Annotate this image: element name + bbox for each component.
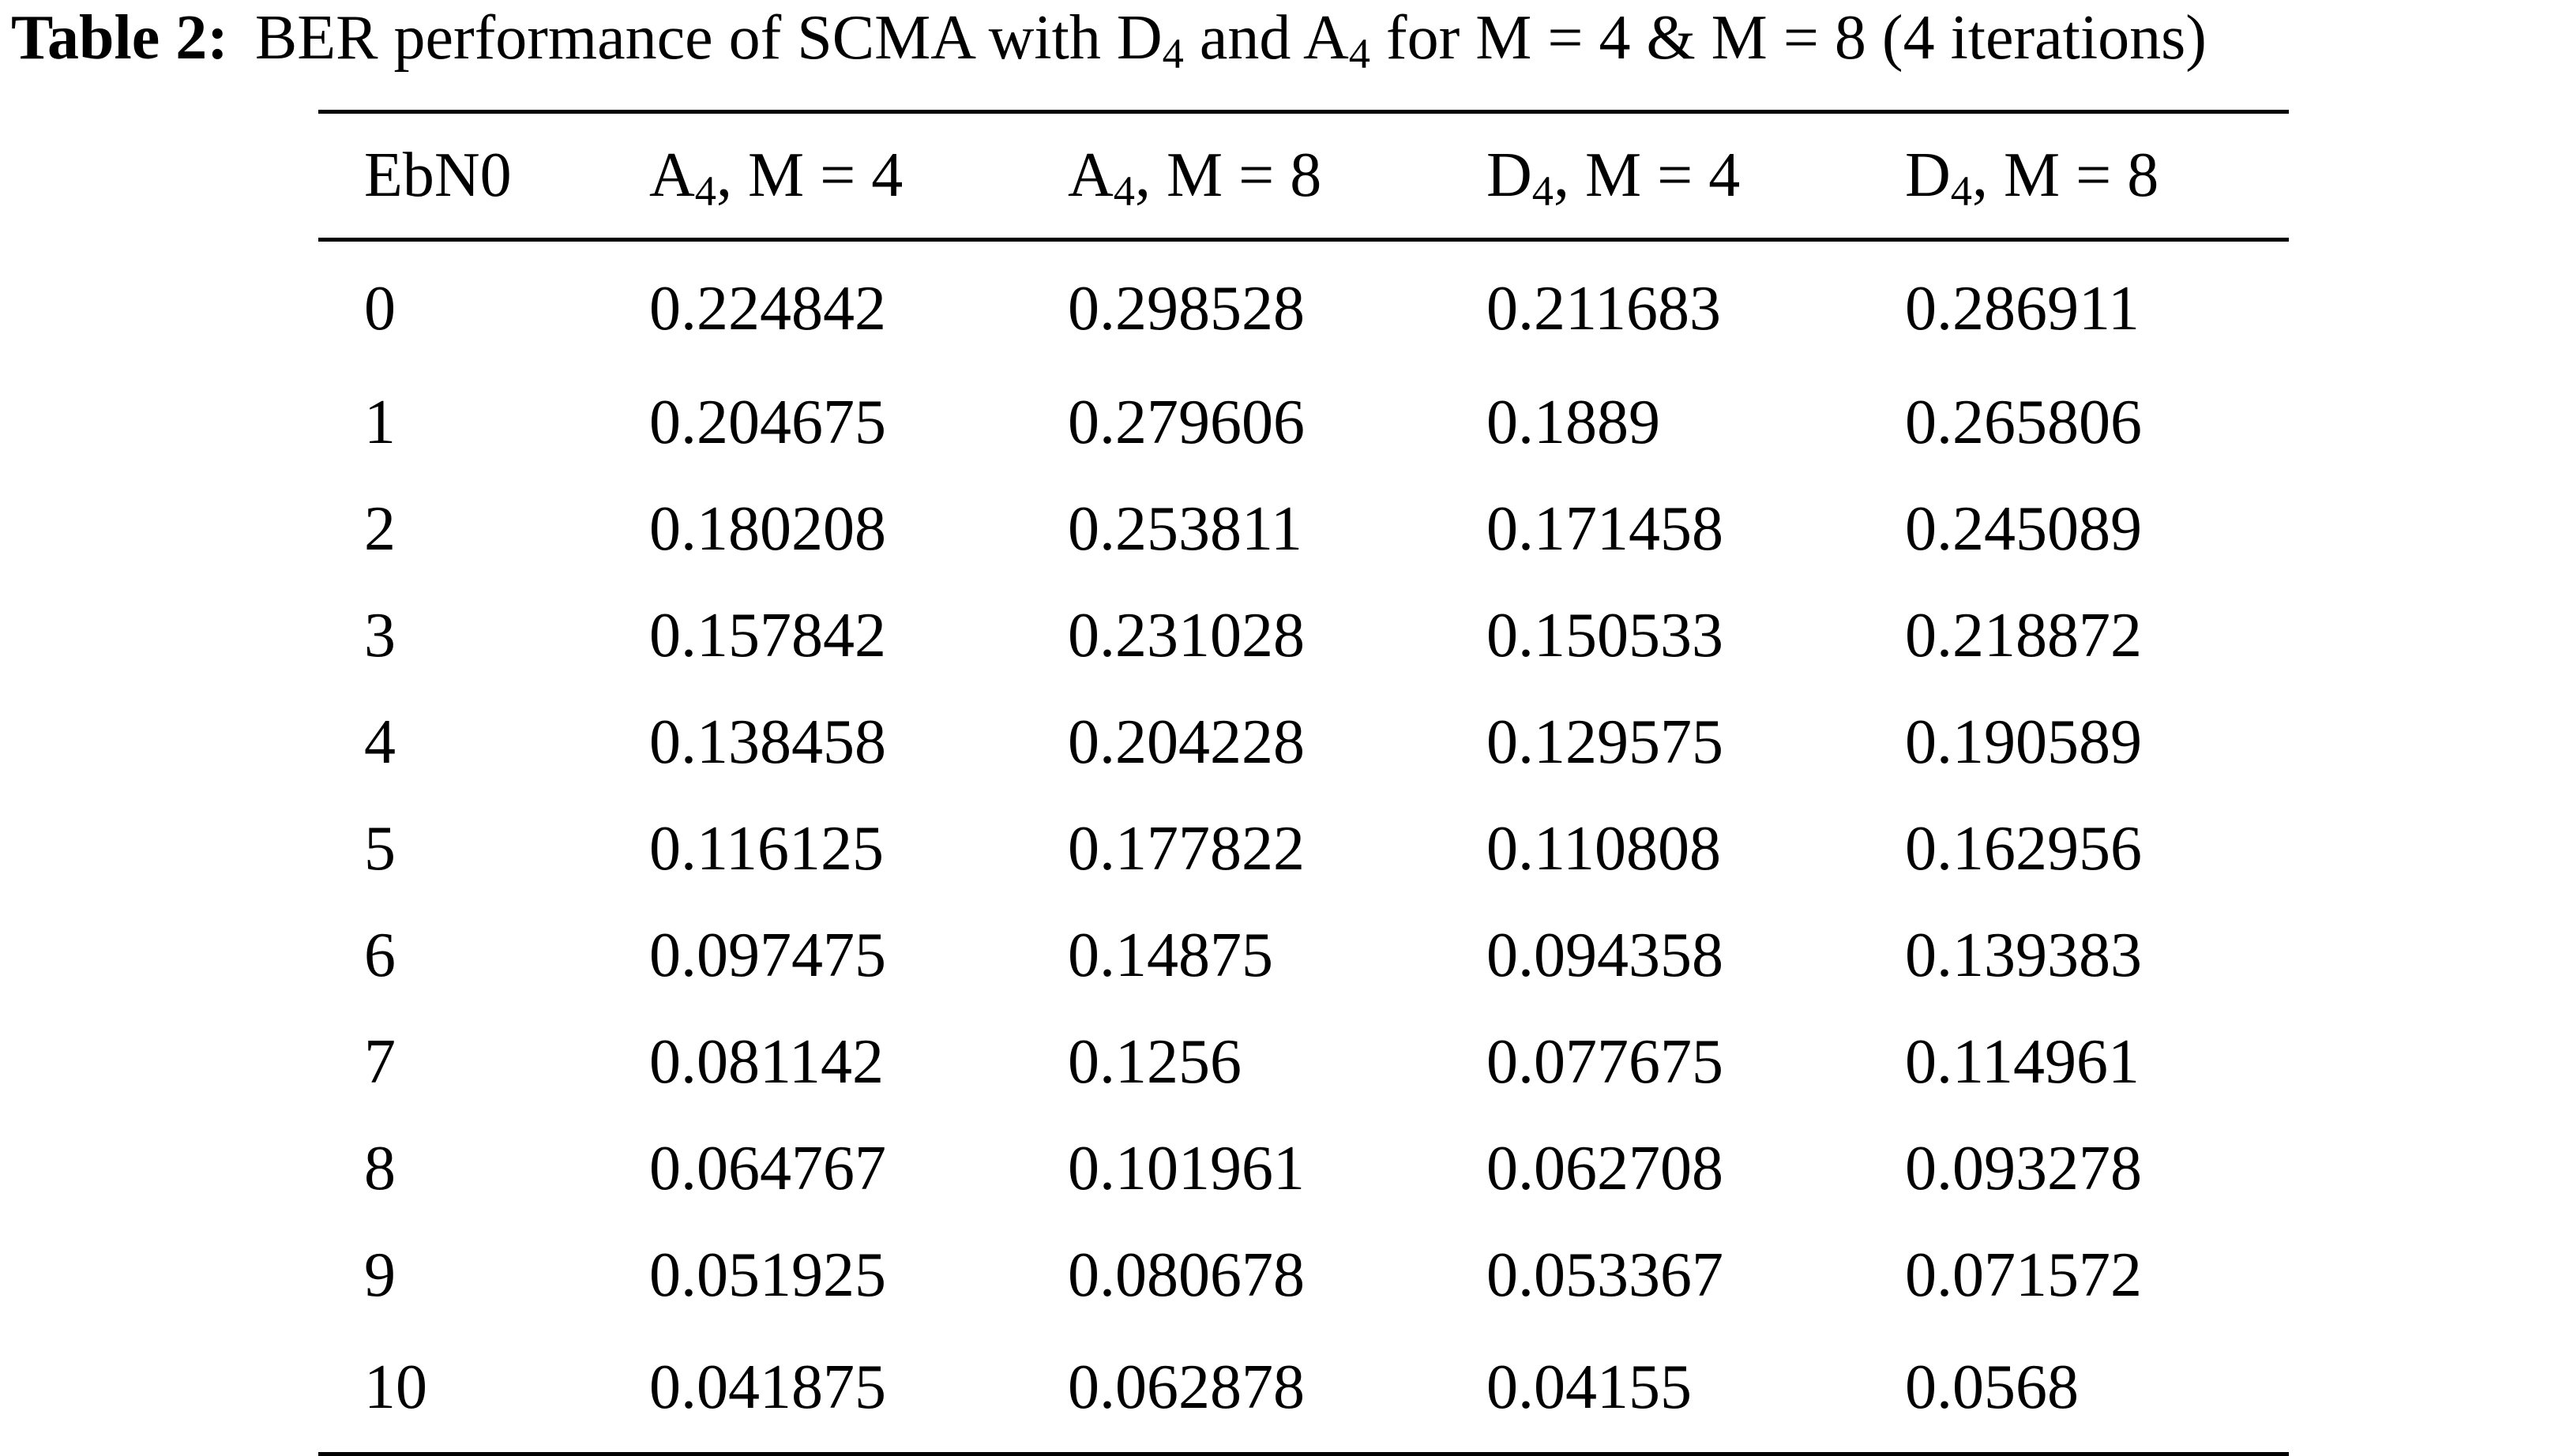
- table-caption: Table 2: BER performance of SCMA with D4 …: [11, 0, 2570, 76]
- column-header-rest: , M = 8: [1971, 141, 2159, 210]
- column-header: D4, M = 8: [1859, 112, 2289, 240]
- table-cell: 0.265806: [1905, 388, 2142, 457]
- column-header-subscript: 4: [1113, 167, 1135, 215]
- column-header-rest: , M = 8: [1134, 141, 1322, 210]
- table-cell: 0.062708: [1486, 1134, 1723, 1203]
- column-header-main: A: [649, 141, 695, 210]
- table-cell: 0.190589: [1905, 707, 2142, 777]
- table-cell: 0.064767: [649, 1134, 886, 1203]
- column-header-subscript: 4: [694, 167, 716, 215]
- table-cell: 1: [364, 388, 396, 457]
- table-cell: 0.177822: [1068, 814, 1305, 884]
- table-cell: 0.110808: [1486, 814, 1722, 884]
- table-cell: 5: [364, 814, 396, 884]
- table-cell: 0.04155: [1486, 1352, 1692, 1422]
- ber-table: EbN0 A4, M = 4 A4, M = 8 D4, M = 4 D4, M = 8…: [318, 110, 2289, 1456]
- table-cell: 9: [364, 1240, 396, 1310]
- table-cell: 0.1889: [1486, 388, 1660, 457]
- table-cell: 0.1256: [1068, 1027, 1242, 1097]
- table-cell: 0.245089: [1905, 494, 2142, 564]
- table-cell: 0.094358: [1486, 921, 1723, 990]
- table-cell: 0.077675: [1486, 1027, 1723, 1097]
- table-cell: 0.080678: [1068, 1240, 1305, 1310]
- caption-text-pre: BER performance of SCMA with D: [254, 3, 1163, 73]
- table-cell: 0.101961: [1068, 1134, 1305, 1203]
- caption-subscript-2: 4: [1348, 29, 1370, 77]
- table-row: 7 0.081142 0.1256 0.077675 0.114961: [318, 1009, 2289, 1116]
- column-header-main: D: [1486, 141, 1532, 210]
- table-cell: 0.097475: [649, 921, 886, 990]
- table-cell: 0.224842: [649, 273, 886, 343]
- table-cell: 0.218872: [1905, 601, 2142, 670]
- table-cell: 0.162956: [1905, 814, 2142, 884]
- table-cell: 0.150533: [1486, 601, 1723, 670]
- table-cell: 0.171458: [1486, 494, 1723, 564]
- table-cell: 0.051925: [649, 1240, 886, 1310]
- table-cell: 2: [364, 494, 396, 564]
- table-cell: 3: [364, 601, 396, 670]
- table-row: 6 0.097475 0.14875 0.094358 0.139383: [318, 902, 2289, 1009]
- table-cell: 0.180208: [649, 494, 886, 564]
- table-cell: 6: [364, 921, 396, 990]
- table-cell: 0: [364, 273, 396, 343]
- column-header-rest: , M = 4: [716, 141, 904, 210]
- column-header: D4, M = 4: [1441, 112, 1859, 240]
- table-cell: 0.139383: [1905, 921, 2142, 990]
- table-cell: 4: [364, 707, 396, 777]
- column-header-main: EbN0: [364, 141, 512, 210]
- table-row: 1 0.204675 0.279606 0.1889 0.265806: [318, 370, 2289, 476]
- table-cell: 0.116125: [649, 814, 885, 884]
- table-cell: 7: [364, 1027, 396, 1097]
- column-header-main: D: [1905, 141, 1951, 210]
- table-cell: 0.14875: [1068, 921, 1273, 990]
- table-row: 5 0.116125 0.177822 0.110808 0.162956: [318, 796, 2289, 902]
- table-cell: 0.053367: [1486, 1240, 1723, 1310]
- table-cell: 0.081142: [649, 1027, 885, 1097]
- table-cell: 0.231028: [1068, 601, 1305, 670]
- table-cell: 0.279606: [1068, 388, 1305, 457]
- table-row: 2 0.180208 0.253811 0.171458 0.245089: [318, 476, 2289, 583]
- column-header: A4, M = 8: [1022, 112, 1441, 240]
- table-cell: 0.0568: [1905, 1352, 2079, 1422]
- table-cell: 0.114961: [1905, 1027, 2140, 1097]
- table-cell: 0.041875: [649, 1352, 886, 1422]
- column-header-rest: , M = 4: [1553, 141, 1741, 210]
- table-cell: 0.298528: [1068, 273, 1305, 343]
- caption-text-post: for M = 4 & M = 8 (4 iterations): [1370, 3, 2207, 73]
- table-row: 8 0.064767 0.101961 0.062708 0.093278: [318, 1116, 2289, 1222]
- column-header: EbN0: [318, 112, 603, 240]
- table-cell: 0.138458: [649, 707, 886, 777]
- table-cell: 0.093278: [1905, 1134, 2142, 1203]
- ber-table-container: EbN0 A4, M = 4 A4, M = 8 D4, M = 4 D4, M = 8…: [318, 110, 2289, 1456]
- column-header-subscript: 4: [1950, 167, 1972, 215]
- table-cell: 0.204675: [649, 388, 886, 457]
- table-row: 9 0.051925 0.080678 0.053367 0.071572: [318, 1222, 2289, 1329]
- table-row: 3 0.157842 0.231028 0.150533 0.218872: [318, 583, 2289, 689]
- header-row: EbN0 A4, M = 4 A4, M = 8 D4, M = 4 D4, M = 8: [318, 111, 2289, 240]
- column-header-subscript: 4: [1531, 167, 1554, 215]
- table-row: 10 0.041875 0.062878 0.04155 0.0568: [318, 1329, 2289, 1454]
- table-cell: 0.062878: [1068, 1352, 1305, 1422]
- table-cell: 0.253811: [1068, 494, 1303, 564]
- table-cell: 10: [364, 1352, 427, 1422]
- table-cell: 0.157842: [649, 601, 886, 670]
- table-cell: 0.204228: [1068, 707, 1305, 777]
- table-cell: 0.286911: [1905, 273, 2140, 343]
- table-cell: 0.129575: [1486, 707, 1723, 777]
- table-header: EbN0 A4, M = 4 A4, M = 8 D4, M = 4 D4, M = 8: [318, 111, 2289, 240]
- table-row: 4 0.138458 0.204228 0.129575 0.190589: [318, 689, 2289, 796]
- table-row: 0 0.224842 0.298528 0.211683 0.286911: [318, 240, 2289, 370]
- caption-text-mid: and A: [1183, 3, 1349, 73]
- column-header-main: A: [1068, 141, 1114, 210]
- table-cell: 0.071572: [1905, 1240, 2142, 1310]
- column-header: A4, M = 4: [603, 112, 1022, 240]
- caption-subscript-1: 4: [1162, 29, 1184, 77]
- table-cell: 0.211683: [1486, 273, 1722, 343]
- table-body: 0 0.224842 0.298528 0.211683 0.286911 1 0.2046…: [318, 240, 2289, 1454]
- caption-label: Table 2:: [11, 3, 228, 73]
- table-cell: 8: [364, 1134, 396, 1203]
